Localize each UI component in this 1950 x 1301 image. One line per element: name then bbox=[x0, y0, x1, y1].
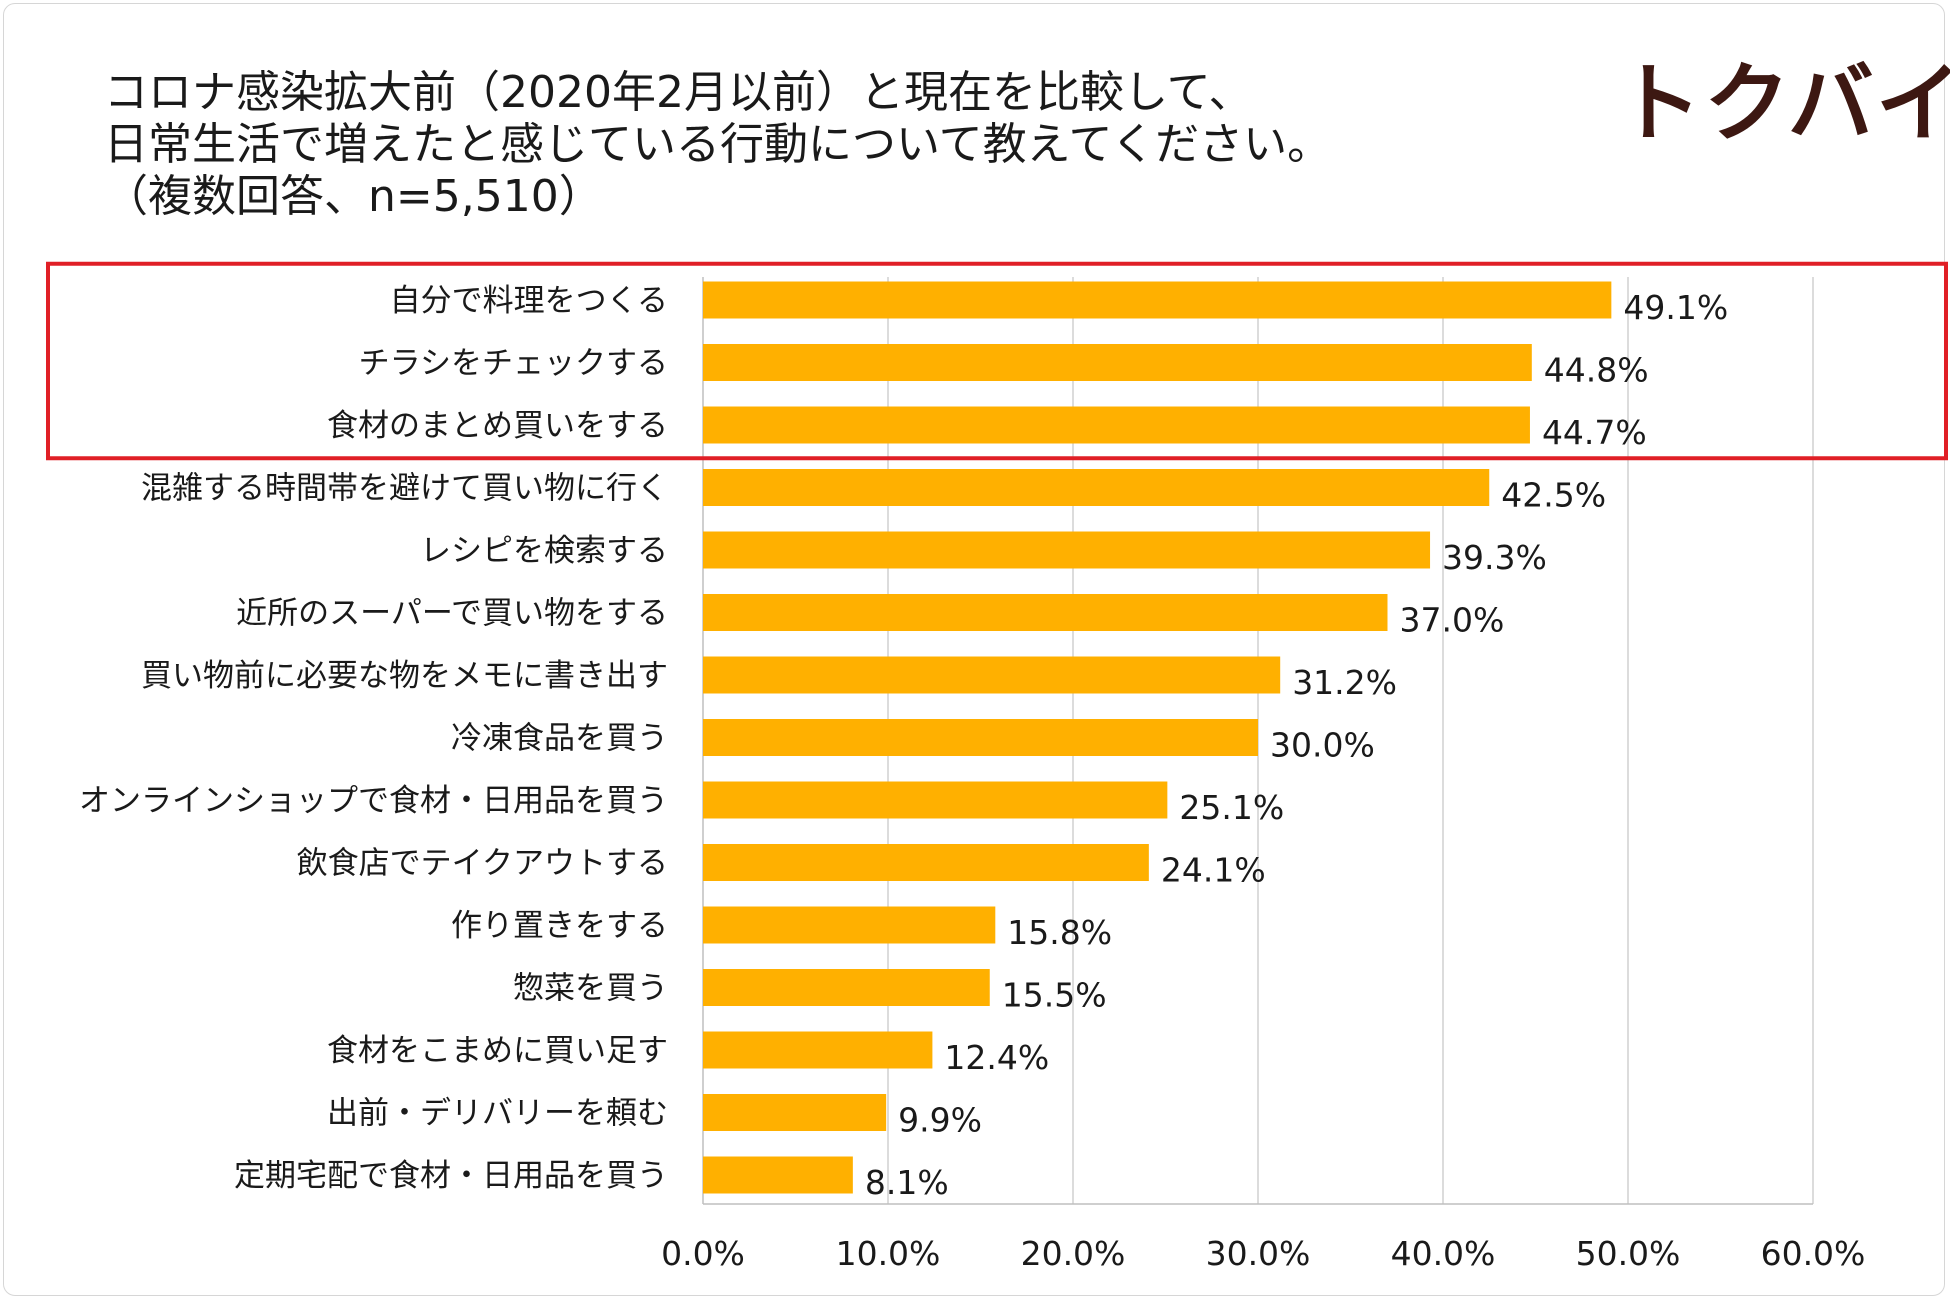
category-label: 定期宅配で食材・日用品を買う bbox=[234, 1158, 668, 1194]
tick-label: 20.0% bbox=[1021, 1234, 1126, 1273]
category-label: 惣菜を買う bbox=[513, 971, 668, 1007]
value-label: 39.3% bbox=[1442, 538, 1547, 577]
category-label: 作り置きをする bbox=[451, 908, 668, 944]
tick-label: 40.0% bbox=[1391, 1234, 1496, 1273]
category-labels: 自分で料理をつくるチラシをチェックする食材のまとめ買いをする混雑する時間帯を避け… bbox=[79, 283, 668, 1194]
bar bbox=[703, 344, 1532, 381]
bar bbox=[703, 406, 1530, 444]
category-label: レシピを検索する bbox=[420, 533, 668, 569]
value-label: 49.1% bbox=[1623, 288, 1728, 327]
tick-label: 0.0% bbox=[661, 1234, 745, 1273]
bar bbox=[703, 1156, 853, 1194]
bar bbox=[703, 719, 1258, 756]
tick-label: 60.0% bbox=[1761, 1234, 1866, 1273]
category-label: 混雑する時間帯を避けて買い物に行く bbox=[141, 471, 668, 507]
value-label: 8.1% bbox=[865, 1163, 949, 1202]
category-label: 自分で料理をつくる bbox=[390, 283, 668, 319]
bar bbox=[703, 906, 996, 944]
bar bbox=[703, 781, 1168, 819]
value-label: 24.1% bbox=[1161, 851, 1266, 890]
bars bbox=[703, 281, 1612, 1194]
tick-label: 50.0% bbox=[1576, 1234, 1681, 1273]
value-label: 25.1% bbox=[1179, 788, 1284, 827]
value-label: 9.9% bbox=[898, 1101, 982, 1140]
bar bbox=[703, 594, 1388, 631]
value-label: 44.8% bbox=[1544, 351, 1649, 390]
tick-label: 10.0% bbox=[836, 1234, 941, 1273]
bar bbox=[703, 281, 1612, 319]
category-label: オンラインショップで食材・日用品を買う bbox=[79, 783, 668, 819]
category-label: チラシをチェックする bbox=[359, 346, 668, 382]
tokubai-logo: トクバイ bbox=[1616, 54, 1950, 154]
value-label: 31.2% bbox=[1292, 663, 1397, 702]
category-label: 冷凍食品を買う bbox=[451, 721, 668, 757]
value-label: 30.0% bbox=[1270, 726, 1375, 765]
category-label: 飲食店でテイクアウトする bbox=[297, 846, 668, 882]
tick-label: 30.0% bbox=[1206, 1234, 1311, 1273]
chart-title-line-1: コロナ感染拡大前（2020年2月以前）と現在を比較して、 bbox=[104, 67, 1253, 118]
bar bbox=[703, 1094, 887, 1131]
value-label: 44.7% bbox=[1542, 413, 1647, 452]
value-labels: 49.1% 44.8% 44.7% 42.5% 39.3% 37.0%31.2% 30.0%… bbox=[865, 288, 1728, 1202]
value-label: 12.4% bbox=[944, 1038, 1049, 1077]
bar bbox=[703, 531, 1431, 569]
chart-card: コロナ感染拡大前（2020年2月以前）と現在を比較して、 日常生活で増えたと感じ… bbox=[3, 3, 1950, 1296]
bar bbox=[703, 469, 1490, 506]
bar bbox=[703, 656, 1281, 694]
x-axis-tick-labels: 0.0% 10.0% 20.0% 30.0% 40.0% 50.0% 60.0% bbox=[661, 1234, 1865, 1273]
highlight-box bbox=[46, 261, 1948, 461]
value-label: 15.8% bbox=[1007, 913, 1112, 952]
bar bbox=[703, 844, 1149, 881]
value-label: 37.0% bbox=[1400, 601, 1505, 640]
chart-title-line-3: （複数回答、n=5,510） bbox=[104, 171, 603, 222]
category-label: 出前・デリバリーを頼む bbox=[327, 1096, 668, 1132]
category-label: 近所のスーパーで買い物をする bbox=[236, 596, 668, 632]
value-label: 42.5% bbox=[1501, 476, 1606, 515]
value-label: 15.5% bbox=[1002, 976, 1107, 1015]
chart-title-line-2: 日常生活で増えたと感じている行動について教えてください。 bbox=[104, 119, 1332, 170]
bar bbox=[703, 969, 990, 1006]
category-label: 買い物前に必要な物をメモに書き出す bbox=[141, 658, 668, 694]
category-label: 食材をこまめに買い足す bbox=[327, 1033, 668, 1069]
category-label: 食材のまとめ買いをする bbox=[327, 408, 668, 444]
bar bbox=[703, 1031, 933, 1069]
